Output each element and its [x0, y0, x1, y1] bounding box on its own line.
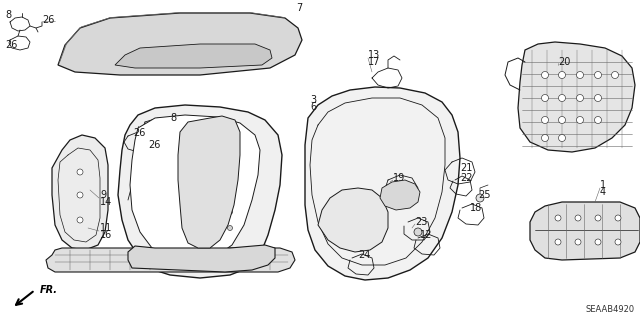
Circle shape [611, 71, 618, 78]
Text: 3: 3 [310, 95, 316, 105]
Text: 23: 23 [415, 217, 428, 227]
Circle shape [541, 94, 548, 101]
Text: 4: 4 [600, 187, 606, 197]
Circle shape [227, 210, 232, 214]
Circle shape [555, 215, 561, 221]
Text: 6: 6 [310, 102, 316, 112]
Text: 26: 26 [5, 40, 17, 50]
Circle shape [227, 226, 232, 231]
Circle shape [77, 169, 83, 175]
Circle shape [555, 239, 561, 245]
Circle shape [205, 143, 211, 147]
Circle shape [615, 239, 621, 245]
Polygon shape [318, 188, 388, 252]
Circle shape [575, 239, 581, 245]
Polygon shape [518, 42, 635, 152]
Polygon shape [130, 115, 260, 260]
Circle shape [205, 210, 211, 214]
Text: 25: 25 [478, 190, 490, 200]
Circle shape [559, 135, 566, 142]
Text: 26: 26 [148, 140, 161, 150]
Circle shape [541, 71, 548, 78]
Polygon shape [58, 13, 302, 75]
Circle shape [77, 217, 83, 223]
Text: 22: 22 [460, 173, 472, 183]
Circle shape [577, 116, 584, 123]
Circle shape [577, 71, 584, 78]
Text: 21: 21 [460, 163, 472, 173]
Text: 26: 26 [42, 15, 54, 25]
Circle shape [205, 160, 211, 165]
Circle shape [414, 228, 422, 236]
Circle shape [205, 192, 211, 197]
Circle shape [577, 94, 584, 101]
Text: 10: 10 [192, 137, 204, 147]
Circle shape [541, 135, 548, 142]
Text: 13: 13 [368, 50, 380, 60]
Polygon shape [115, 44, 272, 68]
Polygon shape [46, 248, 295, 272]
Circle shape [595, 71, 602, 78]
Text: 26: 26 [133, 128, 145, 138]
Text: 24: 24 [358, 250, 371, 260]
Text: 18: 18 [470, 203, 483, 213]
Circle shape [559, 71, 566, 78]
Circle shape [227, 192, 232, 197]
Circle shape [615, 215, 621, 221]
Circle shape [559, 94, 566, 101]
Circle shape [476, 194, 484, 202]
Polygon shape [305, 87, 460, 280]
Text: SEAAB4920: SEAAB4920 [586, 306, 635, 315]
Circle shape [595, 94, 602, 101]
Text: 11: 11 [100, 223, 112, 233]
Circle shape [77, 192, 83, 198]
Circle shape [227, 143, 232, 147]
Circle shape [541, 116, 548, 123]
Text: 9: 9 [100, 190, 106, 200]
Text: 2: 2 [200, 180, 206, 190]
Polygon shape [128, 245, 275, 272]
Text: 1: 1 [600, 180, 606, 190]
Circle shape [575, 215, 581, 221]
Circle shape [559, 116, 566, 123]
Text: 14: 14 [100, 197, 112, 207]
Circle shape [595, 215, 601, 221]
Circle shape [205, 226, 211, 231]
Text: 16: 16 [100, 230, 112, 240]
Text: 12: 12 [420, 230, 433, 240]
Text: 15: 15 [192, 144, 204, 154]
Polygon shape [380, 180, 420, 210]
Text: 20: 20 [558, 57, 570, 67]
Text: 7: 7 [296, 3, 302, 13]
Circle shape [595, 116, 602, 123]
Polygon shape [118, 105, 282, 278]
Text: 8: 8 [5, 10, 11, 20]
Polygon shape [178, 116, 240, 248]
Polygon shape [530, 202, 640, 260]
Text: FR.: FR. [40, 285, 58, 295]
Polygon shape [52, 135, 108, 250]
Text: 8: 8 [170, 113, 176, 123]
Circle shape [227, 160, 232, 165]
Circle shape [227, 175, 232, 181]
Text: 19: 19 [393, 173, 405, 183]
Circle shape [397, 185, 407, 195]
Text: 17: 17 [368, 57, 380, 67]
Text: 5: 5 [200, 187, 206, 197]
Circle shape [595, 239, 601, 245]
Circle shape [205, 175, 211, 181]
